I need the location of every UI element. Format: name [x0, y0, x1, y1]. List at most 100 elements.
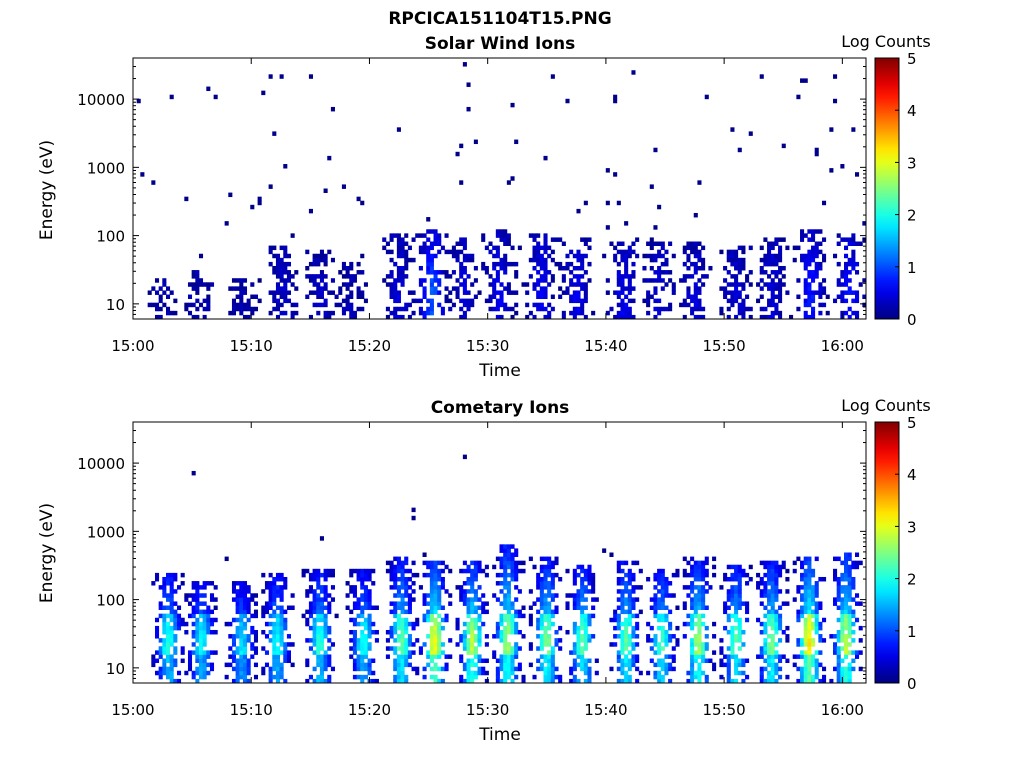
heatmap-cell: [668, 638, 673, 643]
heatmap-cell: [242, 589, 248, 594]
heatmap-cell: [154, 650, 160, 655]
heatmap-cell: [268, 245, 273, 251]
heatmap-cell: [774, 257, 779, 263]
heatmap-cell: [561, 310, 566, 316]
heatmap-cell: [477, 670, 482, 676]
heatmap-cell: [847, 642, 852, 647]
heatmap-cell: [470, 638, 475, 643]
heatmap-cell: [693, 621, 698, 627]
heatmap-cell: [726, 662, 731, 668]
heatmap-cell: [624, 253, 629, 259]
heatmap-cell: [242, 666, 248, 672]
heatmap-cell: [539, 625, 544, 631]
heatmap-cell: [246, 678, 251, 684]
heatmap-cell: [195, 646, 200, 651]
heatmap-cell: [833, 646, 838, 651]
heatmap-cell: [572, 666, 577, 672]
heatmap-cell: [613, 609, 618, 615]
heatmap-cell: [437, 642, 442, 647]
heatmap-cell: [539, 638, 544, 643]
heatmap-cell: [635, 678, 640, 684]
heatmap-cell: [169, 597, 174, 602]
y-tick-label: 10000: [77, 455, 125, 473]
heatmap-cell: [473, 638, 478, 643]
heatmap-cell: [693, 249, 698, 255]
heatmap-cell: [796, 617, 801, 623]
heatmap-cell: [235, 617, 240, 623]
heatmap-cell: [693, 282, 698, 287]
heatmap-cell: [202, 609, 207, 615]
heatmap-cell: [250, 310, 255, 316]
heatmap-cell: [803, 634, 808, 639]
heatmap-cell: [231, 654, 237, 659]
heatmap-cell: [539, 564, 544, 570]
heatmap-cell: [800, 233, 805, 238]
heatmap-cell: [635, 666, 640, 672]
heatmap-cell: [624, 286, 629, 291]
heatmap-cell: [583, 678, 588, 684]
heatmap-cell: [741, 572, 746, 578]
heatmap-cell: [550, 249, 555, 255]
heatmap-cell: [583, 662, 588, 668]
heatmap-cell: [316, 253, 321, 259]
heatmap-cell: [580, 634, 585, 639]
heatmap-cell: [734, 274, 739, 279]
heatmap-cell: [470, 662, 475, 668]
heatmap-cell: [404, 249, 409, 255]
heatmap-cell: [246, 666, 251, 672]
heatmap-cell: [855, 552, 860, 557]
heatmap-cell: [847, 617, 852, 623]
heatmap-cell: [767, 564, 772, 570]
heatmap-cell: [770, 650, 775, 655]
heatmap-cell: [536, 585, 541, 590]
heatmap-cell: [319, 290, 324, 295]
heatmap-cell: [154, 629, 160, 635]
heatmap-cell: [690, 674, 695, 680]
heatmap-cell: [594, 597, 599, 602]
heatmap-cell: [239, 654, 244, 659]
heatmap-cell: [763, 581, 768, 586]
heatmap-cell: [536, 241, 541, 246]
heatmap-cell: [345, 265, 350, 271]
heatmap-cell: [836, 233, 841, 238]
heatmap-cell: [734, 670, 739, 676]
heatmap-cell: [851, 560, 856, 566]
heatmap-cell: [514, 597, 519, 602]
heatmap-cell: [814, 605, 819, 610]
heatmap-cell: [459, 674, 464, 680]
heatmap-cell: [671, 572, 676, 578]
heatmap-cell: [426, 560, 431, 566]
heatmap-cell: [836, 666, 841, 672]
heatmap-cell: [576, 646, 581, 651]
heatmap-cell: [620, 670, 625, 676]
heatmap-cell: [701, 642, 706, 647]
x-tick-label: 15:20: [348, 337, 391, 355]
heatmap-cell: [165, 670, 171, 676]
heatmap-cell: [433, 585, 438, 590]
heatmap-cell: [539, 605, 544, 610]
heatmap-cell: [495, 298, 500, 304]
heatmap-cell: [836, 589, 841, 594]
heatmap-cell: [543, 286, 548, 291]
heatmap-cell: [668, 270, 673, 275]
heatmap-cell: [198, 642, 204, 647]
colorbar-tick-label: 1: [907, 259, 917, 277]
heatmap-cell: [649, 278, 654, 283]
heatmap-cell: [767, 560, 772, 566]
heatmap-cell: [668, 241, 673, 246]
heatmap-cell: [187, 662, 193, 668]
heatmap-cell: [737, 646, 742, 651]
heatmap-cell: [437, 654, 442, 659]
heatmap-cell: [396, 576, 401, 582]
heatmap-cell: [268, 589, 273, 594]
heatmap-cell: [726, 678, 731, 684]
heatmap-cell: [191, 642, 196, 647]
heatmap-cell: [385, 274, 390, 279]
heatmap-cell: [470, 601, 475, 606]
heatmap-cell: [275, 629, 281, 635]
heatmap-cell: [180, 658, 185, 664]
heatmap-cell: [154, 658, 160, 664]
heatmap-cell: [455, 642, 460, 647]
heatmap-cell: [202, 654, 207, 659]
heatmap-cell: [532, 302, 537, 308]
